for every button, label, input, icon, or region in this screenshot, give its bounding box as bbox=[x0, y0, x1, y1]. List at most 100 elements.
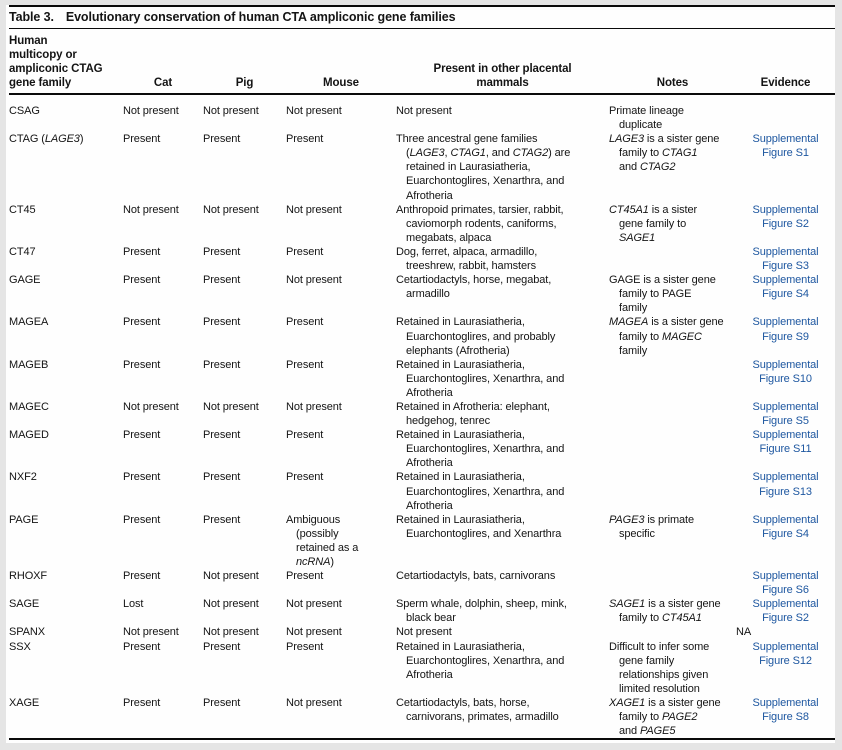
cell-pig: Present bbox=[203, 358, 241, 371]
table-panel: Table 3. Evolutionary conservation of hum… bbox=[6, 5, 835, 743]
cell-cat: Present bbox=[123, 696, 161, 709]
cell-pig: Present bbox=[203, 274, 241, 287]
table-row: GAGE Present Present Not present Cetarti… bbox=[9, 273, 835, 315]
column-header-evidence: Evidence bbox=[736, 29, 835, 95]
cell-evidence bbox=[736, 94, 835, 132]
cell-cat: Not present bbox=[123, 626, 179, 639]
supplemental-figure-link[interactable]: Supplemental Figure S1 bbox=[752, 133, 819, 160]
cell-notes: XAGE1 is a sister gene family to PAGE2 and… bbox=[609, 696, 721, 738]
cell-notes: GAGE is a sister gene family to PAGE famil… bbox=[609, 274, 716, 315]
supplemental-figure-link[interactable]: Supplemental Figure S5 bbox=[752, 400, 819, 428]
cell-gene-family: MAGED bbox=[9, 429, 49, 442]
table-row: RHOXF Present Not present Present Cetart… bbox=[9, 569, 835, 597]
cell-gene-family: CTAG (LAGE3) bbox=[9, 133, 84, 146]
cell-notes bbox=[609, 245, 736, 273]
cell-pig: Not present bbox=[203, 203, 259, 216]
supplemental-figure-link[interactable]: Supplemental Figure S2 bbox=[752, 598, 819, 625]
cell-gene-family: MAGEA bbox=[9, 316, 49, 329]
cell-mammals: Cetartiodactyls, bats, horse, carnivorans… bbox=[396, 696, 559, 724]
cell-mammals: Cetartiodactyls, bats, carnivorans bbox=[396, 570, 556, 583]
supplemental-figure-link[interactable]: Supplemental Figure S10 bbox=[752, 358, 819, 385]
cell-mammals: Retained in Laurasiatheria, Euarchontogli… bbox=[396, 316, 556, 357]
cell-mammals: Three ancestral gene families (LAGE3, CTA… bbox=[396, 133, 571, 202]
cell-cat: Present bbox=[123, 133, 161, 146]
table-row: CSAG Not present Not present Not present… bbox=[9, 94, 835, 132]
cell-mammals: Retained in Afrotheria: elephant, hedgeho… bbox=[396, 400, 550, 428]
cell-mouse: Not present bbox=[286, 626, 342, 639]
cell-cat: Not present bbox=[123, 203, 179, 216]
column-header-mouse: Mouse bbox=[286, 29, 396, 95]
supplemental-figure-link[interactable]: Supplemental Figure S13 bbox=[752, 471, 819, 498]
table-caption: Evolutionary conservation of human CTA a… bbox=[65, 10, 456, 24]
supplemental-figure-link[interactable]: Supplemental Figure S3 bbox=[752, 245, 819, 273]
table-content: Table 3. Evolutionary conservation of hum… bbox=[9, 5, 835, 741]
cell-notes bbox=[609, 358, 736, 400]
cell-pig: Present bbox=[203, 133, 241, 146]
supplemental-figure-link[interactable]: Supplemental Figure S4 bbox=[752, 274, 819, 301]
cell-mammals: Not present bbox=[396, 105, 452, 117]
column-header-mammals: Present in other placental mammals bbox=[396, 29, 609, 95]
cell-mouse: Not present bbox=[286, 203, 342, 216]
cell-notes: SAGE1 is a sister gene family to CT45A1 bbox=[609, 598, 721, 625]
supplemental-figure-link[interactable]: Supplemental Figure S8 bbox=[752, 696, 819, 724]
cell-notes bbox=[609, 470, 736, 512]
table-row: CTAG (LAGE3) Present Present Present Thr… bbox=[9, 132, 835, 202]
cell-mouse: Not present bbox=[286, 274, 342, 287]
cell-notes bbox=[609, 400, 736, 428]
supplemental-figure-link[interactable]: Supplemental Figure S2 bbox=[752, 203, 819, 230]
table-row: MAGEB Present Present Present Retained i… bbox=[9, 358, 835, 400]
cell-pig: Not present bbox=[203, 598, 259, 611]
cell-gene-family: CT45 bbox=[9, 203, 36, 216]
header-row: Human multicopy or ampliconic CTAG gene fam… bbox=[9, 29, 835, 95]
cell-pig: Not present bbox=[203, 570, 259, 583]
cell-mouse: Present bbox=[286, 316, 324, 329]
table-row: MAGED Present Present Present Retained i… bbox=[9, 428, 835, 470]
column-header-gene-family: Human multicopy or ampliconic CTAG gene fam… bbox=[9, 29, 123, 95]
cell-pig: Present bbox=[203, 513, 241, 526]
cell-mammals: Dog, ferret, alpaca, armadillo, treeshrew… bbox=[396, 245, 538, 273]
cell-mouse: Present bbox=[286, 640, 324, 653]
cell-mammals: Anthropoid primates, tarsier, rabbit, cav… bbox=[396, 203, 564, 244]
cell-mouse: Not present bbox=[286, 598, 342, 611]
cell-notes: PAGE3 is primate specific bbox=[609, 513, 695, 540]
cell-notes: LAGE3 is a sister gene family to CTAG1 and… bbox=[609, 133, 720, 174]
table-row: CT45 Not present Not present Not present… bbox=[9, 203, 835, 245]
cell-cat: Not present bbox=[123, 400, 179, 413]
cell-gene-family: SPANX bbox=[9, 626, 45, 639]
cell-pig: Present bbox=[203, 429, 241, 442]
supplemental-figure-link[interactable]: Supplemental Figure S12 bbox=[752, 640, 819, 667]
cell-cat: Present bbox=[123, 640, 161, 653]
cell-mouse: Not present bbox=[286, 400, 342, 413]
cell-gene-family: GAGE bbox=[9, 274, 41, 287]
cell-mouse: Present bbox=[286, 570, 324, 583]
table-row: CT47 Present Present Present Dog, ferret… bbox=[9, 245, 835, 273]
cell-gene-family: NXF2 bbox=[9, 471, 37, 484]
supplemental-figure-link[interactable]: Supplemental Figure S6 bbox=[752, 570, 819, 597]
cell-cat: Present bbox=[123, 316, 161, 329]
cell-mouse: Not present bbox=[286, 105, 342, 117]
cell-mouse: Present bbox=[286, 245, 324, 258]
cell-cat: Present bbox=[123, 513, 161, 526]
cell-pig: Present bbox=[203, 640, 241, 653]
cell-notes: Primate lineage duplicate bbox=[609, 105, 684, 132]
cell-gene-family: MAGEB bbox=[9, 358, 49, 371]
supplemental-figure-link[interactable]: Supplemental Figure S11 bbox=[752, 429, 819, 456]
cell-pig: Present bbox=[203, 471, 241, 484]
cell-gene-family: CSAG bbox=[9, 105, 40, 117]
cell-cat: Present bbox=[123, 358, 161, 371]
cell-notes: Difficult to infer some gene family relati… bbox=[609, 640, 710, 695]
cell-cat: Present bbox=[123, 570, 161, 583]
supplemental-figure-link[interactable]: Supplemental Figure S4 bbox=[752, 513, 819, 540]
conservation-table: Human multicopy or ampliconic CTAG gene fam… bbox=[9, 29, 835, 741]
table-row: SAGE Lost Not present Not present Sperm … bbox=[9, 597, 835, 625]
cell-notes: CT45A1 is a sister gene family to SAGE1 bbox=[609, 203, 698, 244]
cell-cat: Present bbox=[123, 429, 161, 442]
cell-gene-family: PAGE bbox=[9, 513, 39, 526]
cell-notes bbox=[609, 625, 736, 639]
cell-gene-family: RHOXF bbox=[9, 570, 48, 583]
table-row: XAGE Present Present Not present Cetarti… bbox=[9, 696, 835, 739]
cell-mouse: Present bbox=[286, 358, 324, 371]
table-row: SSX Present Present Present Retained in … bbox=[9, 640, 835, 696]
supplemental-figure-link[interactable]: Supplemental Figure S9 bbox=[752, 316, 819, 343]
cell-cat: Not present bbox=[123, 105, 179, 117]
